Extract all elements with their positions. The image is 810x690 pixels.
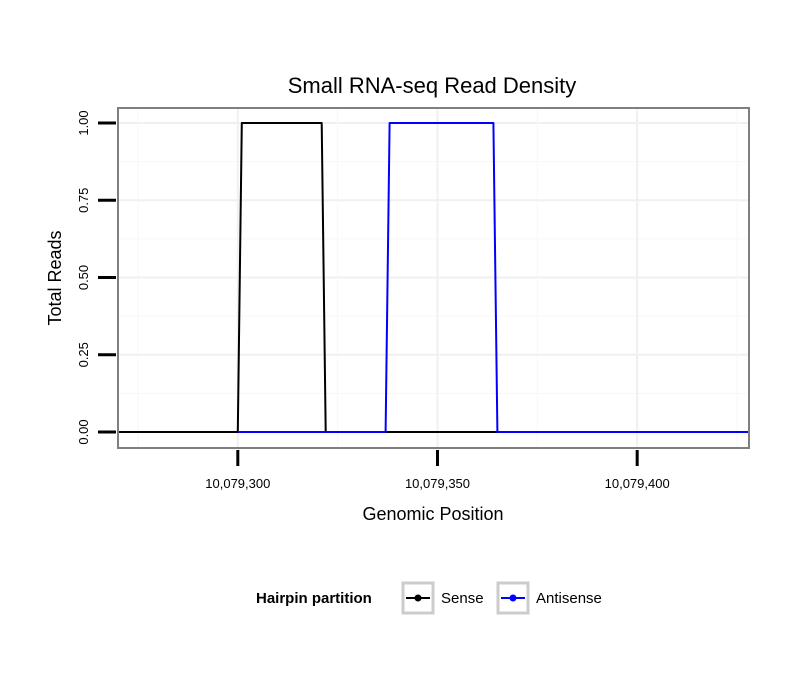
- chart-title: Small RNA-seq Read Density: [288, 73, 577, 98]
- x-tick-label: 10,079,400: [605, 476, 670, 491]
- legend-marker-antisense: [509, 594, 517, 602]
- series-line-antisense: [237, 122, 749, 433]
- x-tick-label: 10,079,300: [205, 476, 270, 491]
- series-line-sense: [118, 122, 749, 433]
- legend-item-sense: Sense: [401, 581, 484, 615]
- legend-label-antisense: Antisense: [536, 590, 602, 607]
- legend-label-sense: Sense: [441, 590, 484, 607]
- y-tick-label: 0.00: [76, 419, 91, 444]
- x-tick-label: 10,079,350: [405, 476, 470, 491]
- y-axis: 0.00 0.25 0.50 0.75 1.00: [76, 110, 116, 445]
- y-tick-label: 1.00: [76, 110, 91, 135]
- plot-panel-border: [117, 107, 750, 449]
- y-axis-title: Total Reads: [45, 230, 65, 325]
- legend-item-antisense: Antisense: [496, 581, 602, 615]
- x-axis-title: Genomic Position: [362, 504, 503, 524]
- y-tick-label: 0.50: [76, 265, 91, 290]
- y-tick-label: 0.25: [76, 342, 91, 367]
- y-tick-label: 0.75: [76, 188, 91, 213]
- grid: [118, 108, 749, 448]
- legend-marker-sense: [414, 594, 422, 602]
- legend: Hairpin partition Sense Antisense: [256, 581, 602, 615]
- legend-title: Hairpin partition: [256, 590, 372, 607]
- x-axis: 10,079,300 10,079,350 10,079,400: [205, 450, 670, 491]
- series-group: [118, 122, 749, 433]
